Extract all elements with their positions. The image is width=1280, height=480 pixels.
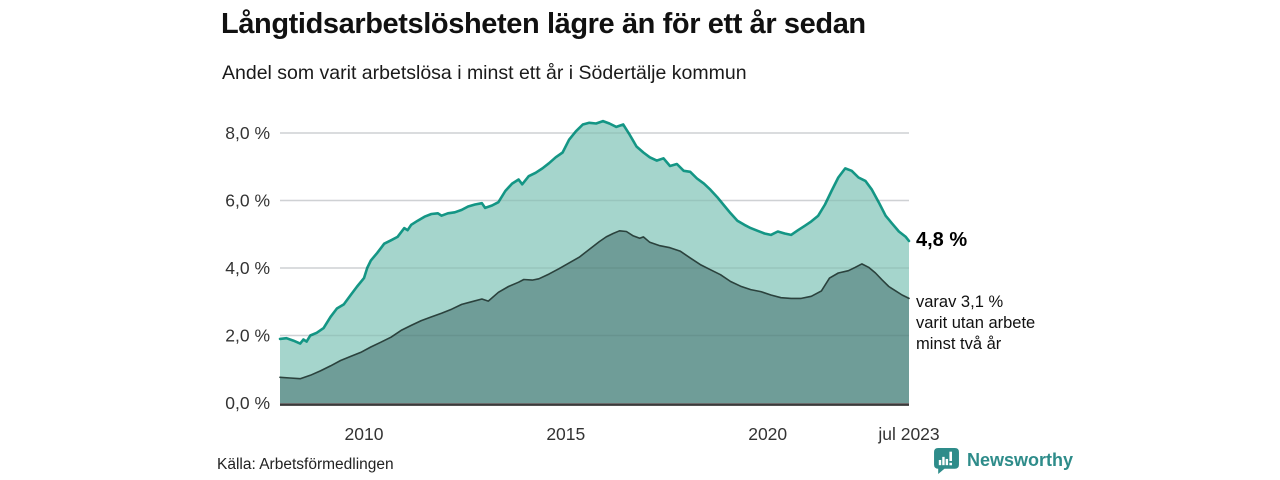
y-tick-label: 2,0 % — [225, 326, 270, 346]
subset-annotation: varav 3,1 % varit utan arbete minst två … — [916, 293, 1036, 353]
newsworthy-branding: Newsworthy — [933, 447, 1073, 474]
x-tick-label: 2020 — [748, 424, 787, 444]
y-tick-label: 6,0 % — [225, 191, 270, 211]
newsworthy-logo-icon — [934, 448, 959, 474]
y-tick-label: 4,0 % — [225, 258, 270, 278]
source-caption: Källa: Arbetsförmedlingen — [217, 456, 394, 473]
x-tick-label: 2015 — [546, 424, 585, 444]
chart-subtitle: Andel som varit arbetslösa i minst ett å… — [222, 62, 747, 84]
area-fill — [280, 230, 909, 403]
series-line — [279, 230, 910, 380]
y-tick-label: 0,0 % — [225, 393, 270, 413]
x-tick-label: 2010 — [345, 424, 384, 444]
y-tick-label: 8,0 % — [225, 123, 270, 143]
newsworthy-wordmark: Newsworthy — [967, 450, 1074, 470]
series-end-value-label: 4,8 % — [916, 229, 968, 251]
chart-title: Långtidsarbetslösheten lägre än för ett … — [221, 8, 866, 40]
series-line — [278, 119, 911, 345]
x-tick-label: jul 2023 — [877, 424, 939, 444]
